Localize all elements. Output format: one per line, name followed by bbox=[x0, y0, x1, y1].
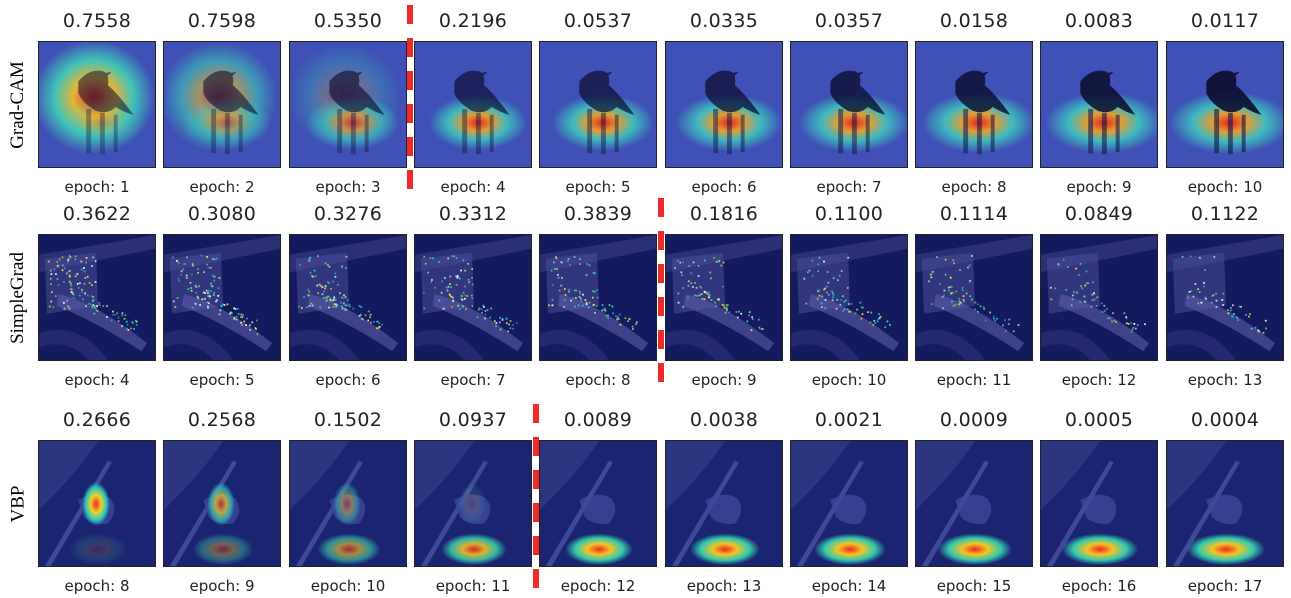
epoch-label: epoch: 6 bbox=[315, 371, 381, 389]
saliency-map-image bbox=[289, 440, 407, 567]
saliency-map-image bbox=[539, 440, 657, 567]
saliency-map-image bbox=[414, 41, 532, 168]
saliency-map-image bbox=[163, 440, 281, 567]
score-label: 0.2568 bbox=[187, 409, 257, 431]
method-label-simplegrad: SimpleGrad bbox=[0, 234, 36, 361]
saliency-map-image bbox=[289, 41, 407, 168]
saliency-map-image bbox=[1166, 41, 1284, 168]
score-label: 0.0004 bbox=[1190, 409, 1260, 431]
epoch-label: epoch: 17 bbox=[1187, 577, 1263, 595]
epoch-label: epoch: 8 bbox=[64, 577, 130, 595]
saliency-map-image bbox=[1040, 234, 1158, 361]
score-label: 0.0117 bbox=[1190, 10, 1260, 32]
epoch-label: epoch: 14 bbox=[811, 577, 887, 595]
saliency-map-image bbox=[414, 440, 532, 567]
method-label-text: VBP bbox=[7, 485, 28, 522]
score-label: 0.2196 bbox=[438, 10, 508, 32]
saliency-map-image bbox=[1040, 440, 1158, 567]
epoch-label: epoch: 3 bbox=[315, 178, 381, 196]
score-label: 0.7598 bbox=[187, 10, 257, 32]
score-label: 0.1122 bbox=[1190, 203, 1260, 225]
epoch-label: epoch: 13 bbox=[686, 577, 762, 595]
method-label-text: SimpleGrad bbox=[7, 251, 29, 344]
score-label: 0.3312 bbox=[438, 203, 508, 225]
epoch-label: epoch: 10 bbox=[310, 577, 386, 595]
saliency-map-image bbox=[915, 234, 1033, 361]
method-label-grad-cam: Grad-CAM bbox=[0, 41, 36, 168]
score-label: 0.1502 bbox=[313, 409, 383, 431]
saliency-map-image bbox=[665, 41, 783, 168]
score-label: 0.0937 bbox=[438, 409, 508, 431]
epoch-label: epoch: 6 bbox=[691, 178, 757, 196]
saliency-map-image bbox=[414, 234, 532, 361]
saliency-map-image bbox=[665, 440, 783, 567]
saliency-map-image bbox=[665, 234, 783, 361]
saliency-map-image bbox=[790, 234, 908, 361]
epoch-label: epoch: 8 bbox=[941, 178, 1007, 196]
score-label: 0.1816 bbox=[689, 203, 759, 225]
saliency-map-image bbox=[790, 440, 908, 567]
score-label: 0.0849 bbox=[1064, 203, 1134, 225]
threshold-divider bbox=[407, 5, 413, 192]
score-label: 0.1114 bbox=[939, 203, 1009, 225]
score-label: 0.0083 bbox=[1064, 10, 1134, 32]
epoch-label: epoch: 1 bbox=[64, 178, 130, 196]
saliency-map-image bbox=[38, 41, 156, 168]
score-label: 0.0537 bbox=[563, 10, 633, 32]
score-label: 0.5350 bbox=[313, 10, 383, 32]
epoch-label: epoch: 11 bbox=[936, 371, 1012, 389]
epoch-label: epoch: 10 bbox=[1187, 178, 1263, 196]
score-label: 0.0038 bbox=[689, 409, 759, 431]
saliency-map-image bbox=[1166, 440, 1284, 567]
epoch-label: epoch: 15 bbox=[936, 577, 1012, 595]
epoch-label: epoch: 16 bbox=[1061, 577, 1137, 595]
threshold-divider bbox=[533, 404, 539, 591]
score-label: 0.3080 bbox=[187, 203, 257, 225]
epoch-label: epoch: 9 bbox=[189, 577, 255, 595]
score-label: 0.1100 bbox=[814, 203, 884, 225]
saliency-map-image bbox=[539, 41, 657, 168]
epoch-label: epoch: 2 bbox=[189, 178, 255, 196]
saliency-map-image bbox=[539, 234, 657, 361]
method-label-text: Grad-CAM bbox=[7, 60, 29, 149]
epoch-label: epoch: 5 bbox=[565, 178, 631, 196]
saliency-map-image bbox=[38, 440, 156, 567]
score-label: 0.7558 bbox=[62, 10, 132, 32]
threshold-divider bbox=[658, 198, 664, 385]
score-label: 0.0009 bbox=[939, 409, 1009, 431]
saliency-map-image bbox=[38, 234, 156, 361]
score-label: 0.3276 bbox=[313, 203, 383, 225]
epoch-label: epoch: 8 bbox=[565, 371, 631, 389]
score-label: 0.0021 bbox=[814, 409, 884, 431]
epoch-label: epoch: 5 bbox=[189, 371, 255, 389]
saliency-map-image bbox=[915, 41, 1033, 168]
epoch-label: epoch: 9 bbox=[691, 371, 757, 389]
score-label: 0.3622 bbox=[62, 203, 132, 225]
epoch-label: epoch: 7 bbox=[816, 178, 882, 196]
saliency-map-image bbox=[163, 234, 281, 361]
score-label: 0.0158 bbox=[939, 10, 1009, 32]
epoch-label: epoch: 13 bbox=[1187, 371, 1263, 389]
saliency-map-image bbox=[289, 234, 407, 361]
epoch-label: epoch: 9 bbox=[1066, 178, 1132, 196]
epoch-label: epoch: 12 bbox=[560, 577, 636, 595]
saliency-map-image bbox=[915, 440, 1033, 567]
saliency-map-image bbox=[1166, 234, 1284, 361]
epoch-label: epoch: 4 bbox=[64, 371, 130, 389]
score-label: 0.0005 bbox=[1064, 409, 1134, 431]
saliency-map-image bbox=[1040, 41, 1158, 168]
score-label: 0.2666 bbox=[62, 409, 132, 431]
epoch-label: epoch: 4 bbox=[440, 178, 506, 196]
score-label: 0.3839 bbox=[563, 203, 633, 225]
epoch-label: epoch: 7 bbox=[440, 371, 506, 389]
saliency-map-image bbox=[163, 41, 281, 168]
score-label: 0.0335 bbox=[689, 10, 759, 32]
score-label: 0.0089 bbox=[563, 409, 633, 431]
method-label-vbp: VBP bbox=[0, 440, 36, 567]
epoch-label: epoch: 10 bbox=[811, 371, 887, 389]
epoch-label: epoch: 11 bbox=[435, 577, 511, 595]
score-label: 0.0357 bbox=[814, 10, 884, 32]
epoch-label: epoch: 12 bbox=[1061, 371, 1137, 389]
saliency-map-image bbox=[790, 41, 908, 168]
